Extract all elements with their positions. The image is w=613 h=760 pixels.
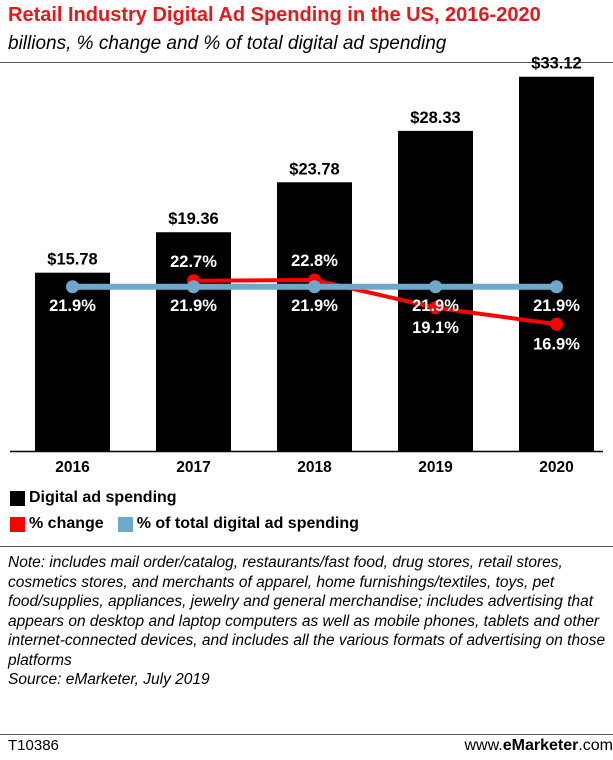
legend-label-change: % change [29,515,104,532]
change-label-2019: 19.1% [412,319,459,337]
change-label-2018: 22.8% [291,252,338,270]
x-tick-label-2019: 2019 [418,459,453,476]
legend-label-share: % of total digital ad spending [136,515,359,532]
bar-2017 [156,232,231,451]
legend-label-bar: Digital ad spending [29,489,177,506]
note-text: Note: includes mail order/catalog, resta… [8,554,606,669]
change-point-2020 [550,317,563,331]
bar-2018 [277,182,352,451]
site-prefix: www. [464,737,503,754]
chart-title: Retail Industry Digital Ad Spending in t… [8,4,541,26]
share-label-2019: 21.9% [412,297,459,315]
note-divider [0,546,613,547]
series-line-change [193,277,557,327]
top-divider [0,62,613,63]
x-tick-label-2017: 2017 [176,459,210,476]
source-text: Source: eMarketer, July 2019 [8,671,210,688]
share-point-2019 [429,280,442,294]
chart-area: $15.78 $19.36 $23.78 $28.33 $33.12 2016 2017 20… [10,55,603,476]
bar-value-label-2017: $19.36 [168,210,218,228]
note-block: Note: includes mail order/catalog, resta… [8,553,612,690]
site-url[interactable]: www.eMarketer.com [464,737,613,755]
x-tick-label-2020: 2020 [539,459,573,476]
share-label-2018: 21.9% [291,297,338,315]
bar-2016 [35,272,110,451]
chart-subtitle: billions, % change and % of total digita… [8,33,447,54]
legend-item-share: % of total digital ad spending [117,515,359,533]
bar-value-label-2019: $28.33 [410,109,460,127]
share-point-2020 [550,280,563,294]
legend-row-1: Digital ad spending [10,487,191,509]
bar-2020 [519,76,594,451]
legend-item-change: % change [10,515,104,533]
legend-swatch-share [117,516,133,532]
bar-value-label-2016: $15.78 [47,251,97,269]
change-label-2017: 22.7% [170,253,217,271]
chart-id: T10386 [8,737,59,754]
legend-swatch-bar [10,490,25,506]
share-label-2016: 21.9% [49,297,96,315]
share-label-2017: 21.9% [170,297,217,315]
bar-value-label-2018: $23.78 [289,160,339,178]
share-point-2018 [308,280,321,294]
share-label-2020: 21.9% [533,297,580,315]
site-brand: eMarketer [502,737,579,754]
site-suffix: .com [578,737,613,754]
legend-item-bar: Digital ad spending [10,489,177,507]
bar-value-label-2020: $33.12 [531,55,581,73]
x-tick-label-2018: 2018 [297,459,332,476]
footer-divider [0,734,613,735]
share-point-2017 [187,280,200,294]
share-point-2016 [66,280,79,294]
x-tick-label-2016: 2016 [55,459,90,476]
change-point-2019 [429,301,442,315]
legend-row-2: % change % of total digital ad spending [10,513,373,535]
change-label-2020: 16.9% [533,335,580,353]
legend-swatch-change [10,516,25,532]
